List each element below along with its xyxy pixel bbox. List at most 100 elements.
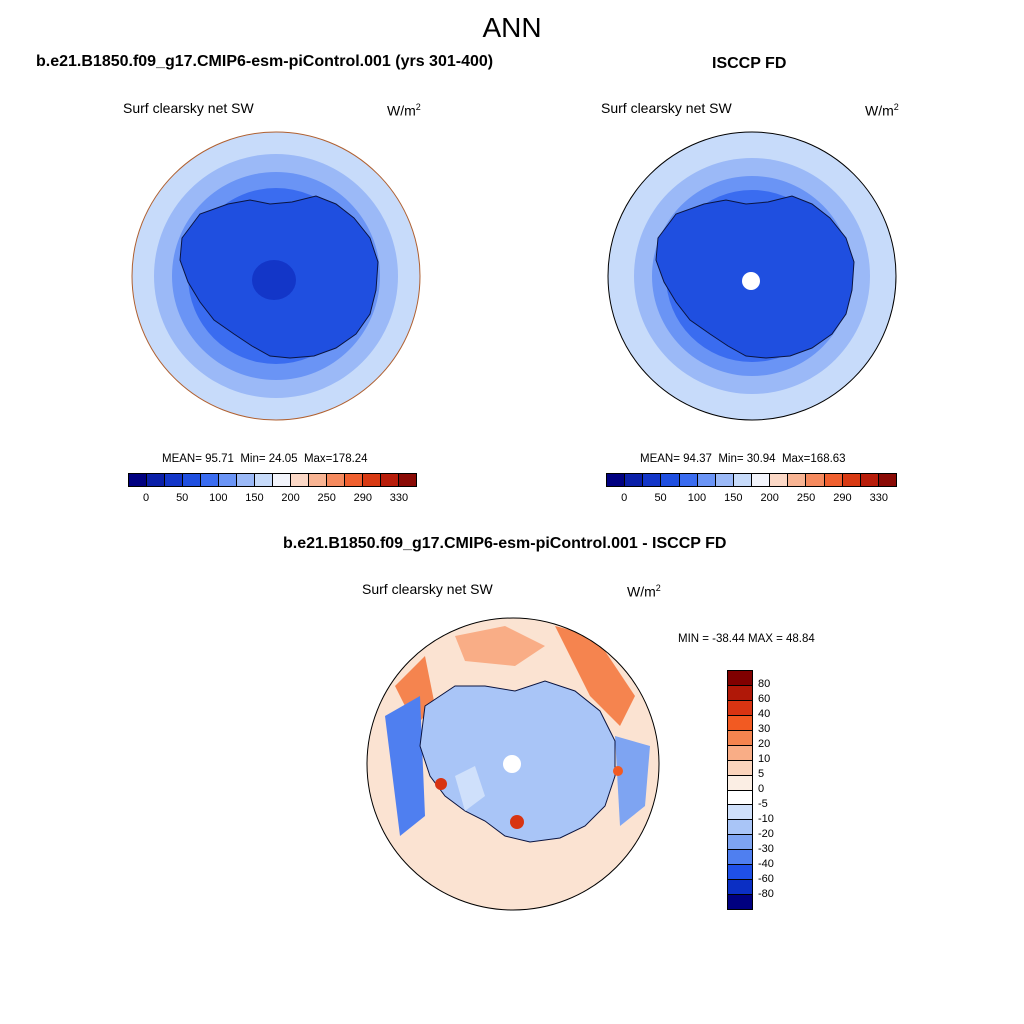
diff-colorbar-swatch [728,715,752,731]
figure-title: ANN [482,12,542,43]
obs-colorbar-swatch [878,474,896,486]
model-colorbar-swatch [327,474,345,486]
diff-variable-label: Surf clearsky net SW [362,581,493,597]
diff-colorbar-tick-label: -10 [758,813,774,825]
diff-map-warm-region-3 [455,626,545,666]
diff-panel-title: b.e21.B1850.f09_g17.CMIP6-esm-piControl.… [283,535,727,552]
obs-colorbar [606,473,897,487]
diff-colorbar-tick-label: 5 [758,768,765,780]
diff-colorbar-swatch [728,880,752,896]
diff-map-hotspot-2 [510,815,524,829]
diff-colorbar-swatch [728,835,752,851]
model-colorbar-tick-label: 150 [245,492,264,504]
diff-colorbar-swatch [728,865,752,881]
diff-map-hotspot-3 [613,766,623,776]
model-map-border [131,131,421,421]
obs-colorbar-swatch [679,474,698,486]
model-colorbar-ticks: 0 50 100 150 200 250 290 330 [128,492,417,508]
diff-map-missing-pole [503,755,521,773]
diff-colorbar-tick-label: 80 [758,678,771,690]
diff-colorbar-tick-label: -5 [758,798,768,810]
obs-colorbar-tick-label: 250 [796,492,816,504]
diff-map-warm-region-2 [555,626,635,726]
model-colorbar-swatch [273,474,291,486]
model-colorbar-tick-label: 100 [209,492,228,504]
diff-colorbar-tick-label: -30 [758,843,774,855]
model-variable-label: Surf clearsky net SW [123,100,254,116]
diff-minmax: MIN = -38.44 MAX = 48.84 [678,633,815,645]
model-colorbar-tick-label: 250 [317,492,336,504]
model-colorbar-swatch [255,474,273,486]
model-colorbar-tick-label: 50 [176,492,189,504]
obs-stats: MEAN= 94.37 Min= 30.94 Max=168.63 [640,453,846,465]
diff-colorbar-tick-label: 0 [758,783,765,795]
obs-colorbar-swatch [788,474,807,486]
model-stats: MEAN= 95.71 Min= 24.05 Max=178.24 [162,453,368,465]
obs-colorbar-swatch [806,474,825,486]
obs-colorbar-swatch [715,474,734,486]
obs-colorbar-swatch [824,474,843,486]
obs-colorbar-tick-label: 330 [869,492,888,504]
obs-colorbar-tick-label: 50 [654,492,667,504]
diff-polar-map [366,617,660,911]
model-colorbar-swatch [363,474,381,486]
model-colorbar-swatch [165,474,183,486]
obs-map-border [607,131,897,421]
obs-colorbar-swatch [625,474,644,486]
model-colorbar-swatch [129,474,147,486]
model-colorbar-swatch [345,474,363,486]
diff-colorbar-swatch [728,760,752,776]
model-map-pole-minimum [252,260,296,300]
obs-colorbar-swatch [643,474,662,486]
obs-colorbar-tick-label: 150 [724,492,743,504]
obs-colorbar-swatch [752,474,771,486]
obs-colorbar-swatch [733,474,752,486]
model-colorbar-tick-label: 0 [143,492,150,504]
model-colorbar-swatch [399,474,416,486]
model-units-label: W/m2 [387,102,421,119]
diff-colorbar-swatch [728,850,752,866]
obs-colorbar-swatch [697,474,716,486]
obs-colorbar-tick-label: 0 [621,492,628,504]
model-polar-map [131,131,421,421]
obs-colorbar-swatch [661,474,680,486]
diff-map-hotspot-1 [435,778,447,790]
diff-colorbar-tick-label: -20 [758,828,774,840]
diff-colorbar-tick-label: 60 [758,693,771,705]
model-colorbar-swatch [147,474,165,486]
obs-colorbar-tick-label: 200 [760,492,779,504]
obs-colorbar-swatch [607,474,626,486]
model-colorbar-swatch [237,474,255,486]
obs-colorbar-swatch [842,474,861,486]
diff-units-label: W/m2 [627,583,661,600]
diff-colorbar-ticks: 80 60 40 30 20 10 5 0 -5 -10 -20 -30 -40 -60 -80 [758,670,798,910]
model-panel-title: b.e21.B1850.f09_g17.CMIP6-esm-piControl.… [36,53,494,70]
obs-units-label: W/m2 [865,102,899,119]
diff-map-border [366,617,660,911]
model-colorbar-swatch [309,474,327,486]
model-colorbar-tick-label: 200 [281,492,300,504]
obs-colorbar-tick-label: 100 [687,492,707,504]
obs-colorbar-swatch [860,474,879,486]
diff-colorbar-tick-label: -40 [758,858,774,870]
model-colorbar-swatch [219,474,237,486]
diff-colorbar-tick-label: 10 [758,753,771,765]
model-colorbar [128,473,417,487]
diff-colorbar-tick-label: -60 [758,873,774,885]
diff-map-neutral-region [455,766,485,811]
obs-colorbar-ticks: 0 50 100 150 200 250 290 330 [606,492,897,508]
diff-colorbar-swatch [728,745,752,761]
obs-panel-title: ISCCP FD [712,55,787,72]
model-colorbar-swatch [183,474,201,486]
diff-colorbar-swatch [728,775,752,791]
model-colorbar-tick-label: 290 [353,492,372,504]
diff-colorbar-swatch [728,820,752,836]
diff-colorbar-swatch [728,685,752,701]
model-colorbar-swatch [381,474,399,486]
diff-colorbar [727,670,753,910]
diff-colorbar-swatch [728,895,752,909]
diff-colorbar-swatch [728,805,752,821]
obs-colorbar-swatch [770,474,789,486]
diff-colorbar-tick-label: -80 [758,888,774,900]
diff-colorbar-swatch [728,700,752,716]
